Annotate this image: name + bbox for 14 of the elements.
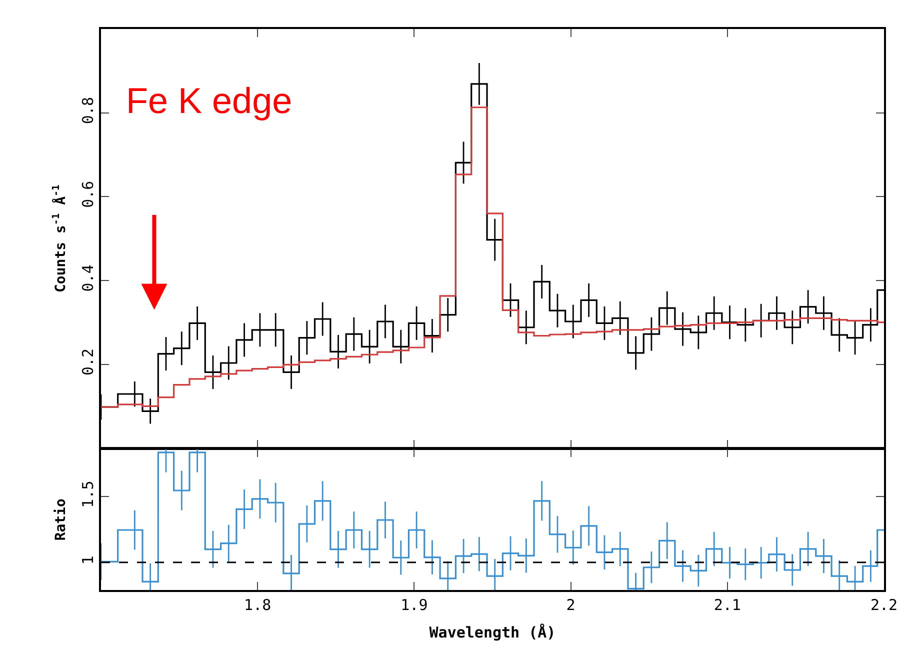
y-tick-label: 0.8 <box>79 97 97 124</box>
x-axis-title: Wavelength (Å) <box>429 624 556 642</box>
y-tick-label: 0.2 <box>79 348 97 376</box>
annotation: Fe K edge <box>126 80 292 121</box>
y-tick-label: 0.6 <box>79 180 97 208</box>
y-tick-label: 1 <box>79 556 97 565</box>
x-tick-label: 2 <box>566 596 576 614</box>
x-tick-label: 1.9 <box>400 596 428 614</box>
x-tick-label: 2.1 <box>714 596 741 614</box>
x-tick-label: 2.2 <box>870 596 898 614</box>
y-axis-title: Ratio <box>53 498 70 541</box>
y-tick-label: 0.4 <box>79 264 97 292</box>
x-tick-label: 1.8 <box>244 596 272 614</box>
y-tick-label: 1.5 <box>79 480 97 508</box>
